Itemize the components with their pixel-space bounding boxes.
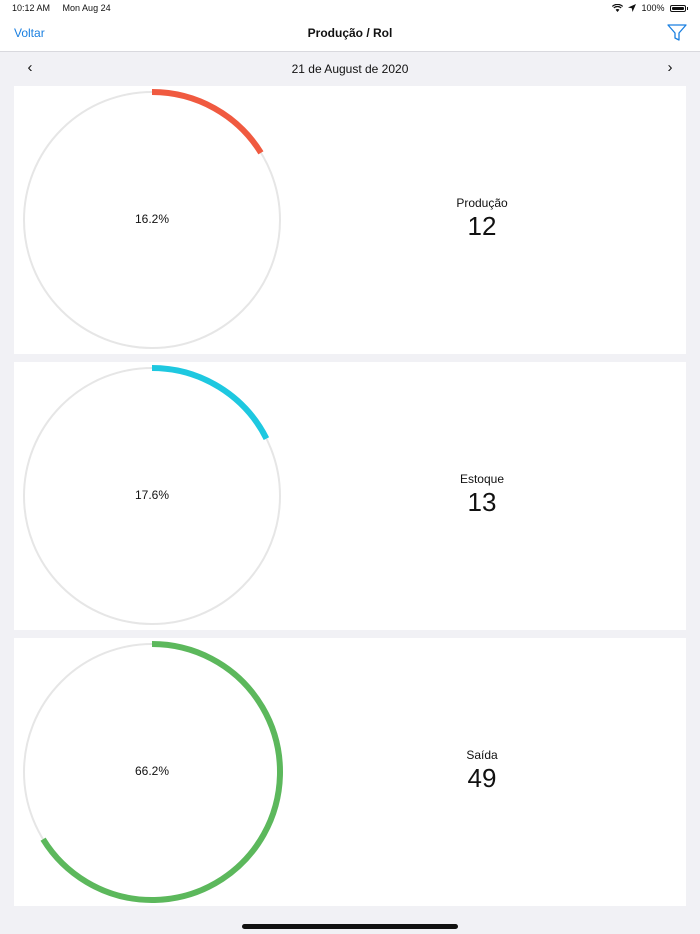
metric-label: Estoque	[459, 472, 505, 486]
status-time: 10:12 AM	[12, 3, 51, 13]
metric-card[interactable]: 66.2% Saída 49	[14, 638, 686, 906]
donut-arc	[151, 89, 264, 155]
status-left: 10:12 AM Mon Aug 24	[12, 3, 121, 13]
metric-value: 12	[467, 211, 497, 241]
metric-label: Saída	[466, 748, 498, 762]
status-date: Mon Aug 24	[62, 3, 111, 13]
metric-value: 49	[467, 763, 497, 793]
metric-label: Produção	[456, 196, 508, 210]
previous-date-button[interactable]: ‹	[27, 59, 33, 76]
back-button[interactable]: Voltar	[14, 26, 45, 40]
date-navigator: ‹ 21 de August de 2020 ›	[0, 52, 700, 86]
metric-summary: Estoque 13	[349, 472, 615, 518]
battery-icon	[669, 4, 686, 12]
battery-tip-icon	[686, 6, 688, 10]
metric-card[interactable]: 16.2% Produção 12	[14, 86, 686, 354]
metric-value: 13	[467, 487, 497, 517]
percent-label: 16.2%	[134, 212, 170, 226]
wifi-icon	[612, 4, 624, 12]
metric-summary: Saída 49	[349, 748, 615, 794]
date-label: 21 de August de 2020	[291, 62, 409, 76]
navbar: Voltar Produção / Rol	[0, 16, 700, 52]
donut-chart	[23, 641, 283, 903]
status-bar: 10:12 AM Mon Aug 24 100%	[0, 0, 700, 16]
metric-card[interactable]: 17.6% Estoque 13	[14, 362, 686, 630]
home-indicator	[242, 924, 458, 929]
percent-label: 17.6%	[134, 488, 170, 502]
donut-chart	[23, 89, 281, 349]
percent-label: 66.2%	[134, 764, 170, 778]
status-right: 100%	[612, 3, 688, 13]
location-icon	[628, 4, 637, 12]
page-title: Produção / Rol	[307, 26, 393, 40]
donut-arc	[40, 641, 283, 903]
next-date-button[interactable]: ›	[667, 59, 673, 76]
donut-arc	[151, 365, 270, 440]
donut-chart	[23, 365, 281, 625]
filter-icon[interactable]	[666, 23, 688, 43]
battery-percent: 100%	[641, 3, 665, 13]
metric-summary: Produção 12	[349, 196, 615, 242]
